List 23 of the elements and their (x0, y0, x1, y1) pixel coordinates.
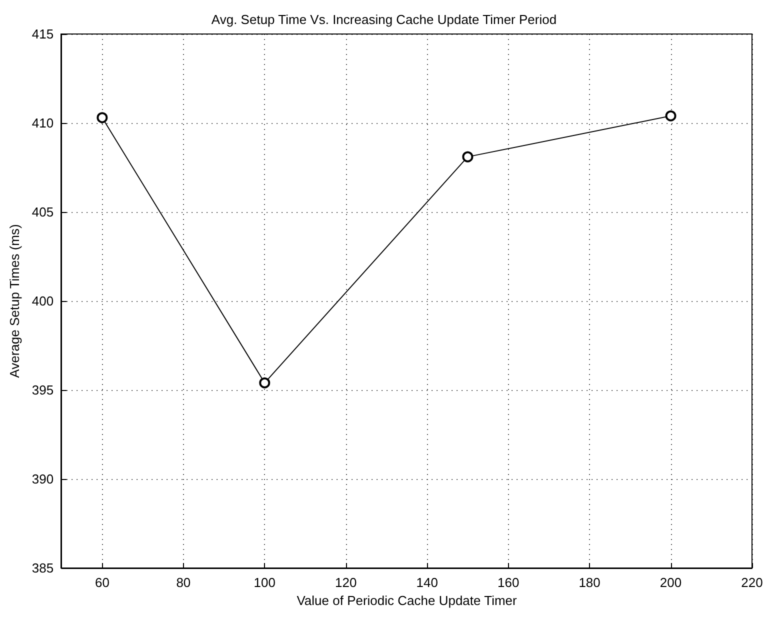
x-tick-label: 200 (660, 575, 682, 590)
x-tick-label: 120 (335, 575, 357, 590)
y-tick-label: 405 (32, 204, 54, 220)
y-tick-label: 410 (32, 116, 54, 130)
y-tick-label: 395 (32, 382, 54, 398)
chart-title: Avg. Setup Time Vs. Increasing Cache Update Timer Period (211, 12, 557, 27)
y-tick-label: 385 (32, 560, 54, 576)
point (665, 110, 676, 122)
point (259, 377, 270, 388)
x-tick-label: 180 (578, 575, 600, 590)
point (96, 112, 108, 124)
x-tick-label: 160 (497, 575, 520, 590)
y-tick-label: 390 (32, 472, 54, 486)
y-tick-label: 400 (32, 294, 54, 308)
point (462, 151, 474, 162)
x-tick-label: 60 (94, 575, 110, 590)
y-axis-title: Average Setup Times (ms) (7, 224, 22, 378)
y-tick-label: 415 (32, 26, 54, 42)
x-tick-label: 100 (254, 575, 276, 590)
x-tick-label: 220 (741, 575, 763, 590)
x-tick-label: 140 (416, 575, 438, 590)
x-tick-label: 80 (176, 575, 191, 590)
x-axis-title: Value of Periodic Cache Update Timer (296, 592, 518, 608)
